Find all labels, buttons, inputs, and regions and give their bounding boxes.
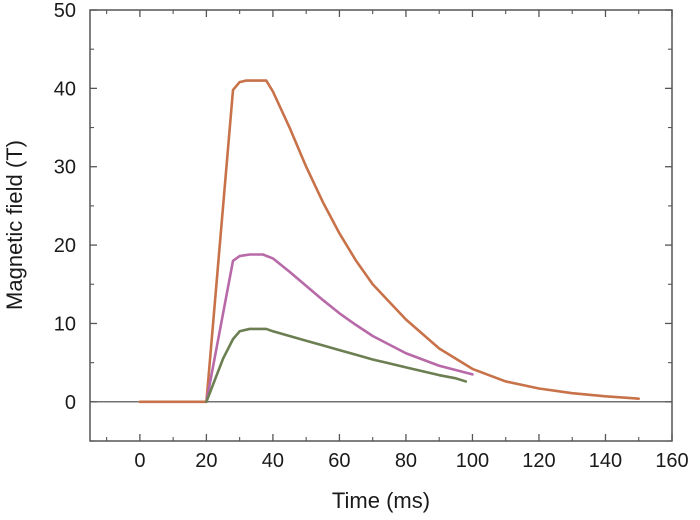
series-line-3 (205, 327, 468, 404)
x-tick-label: 100 (456, 450, 489, 472)
x-tick-label: 0 (134, 450, 145, 472)
x-tick-label: 140 (589, 450, 622, 472)
y-tick-label: 40 (54, 78, 76, 100)
y-tick-label: 10 (54, 313, 76, 335)
y-tick-label: 0 (65, 392, 76, 414)
x-tick-label: 60 (328, 450, 350, 472)
x-tick-label: 40 (262, 450, 284, 472)
y-axis-title: Magnetic field (T) (2, 140, 27, 310)
x-tick-label: 80 (395, 450, 417, 472)
series-line-1 (138, 79, 641, 404)
axis-ticks (90, 9, 673, 442)
y-tick-label: 20 (54, 235, 76, 257)
x-axis-title: Time (ms) (332, 488, 430, 513)
series-line-2 (205, 253, 474, 404)
axis-tick-labels: 0 20 40 60 80 100 120 140 160 0 10 20 30 40 50 (54, 0, 689, 472)
y-tick-label: 50 (54, 0, 76, 22)
x-tick-label: 20 (195, 450, 217, 472)
y-tick-label: 30 (54, 157, 76, 179)
x-tick-label: 120 (522, 450, 555, 472)
x-tick-label: 160 (655, 450, 688, 472)
series-lines (138, 79, 641, 404)
plot-frame (89, 9, 673, 442)
